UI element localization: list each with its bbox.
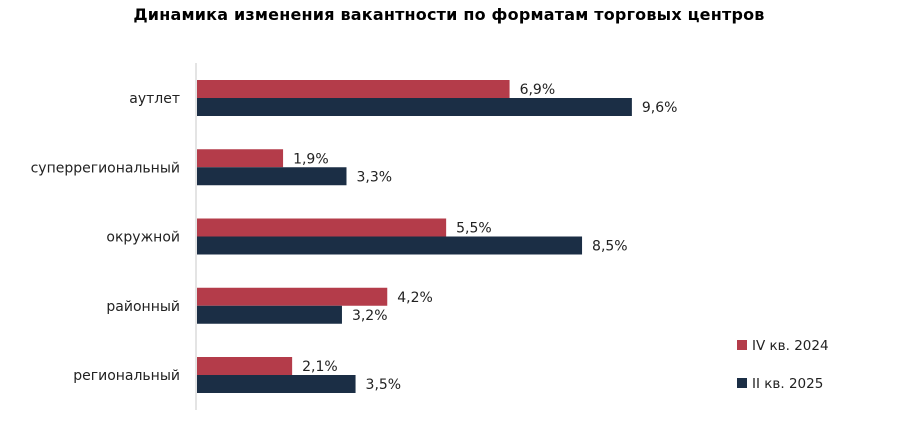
category-label: окружной <box>106 230 180 246</box>
data-label: 1,9% <box>293 151 329 167</box>
bar-iv-2024 <box>197 218 447 237</box>
data-label: 9,6% <box>642 100 678 116</box>
bars <box>197 80 632 393</box>
category-label: районный <box>106 299 180 315</box>
category-label: суперрегиональный <box>31 160 180 176</box>
bar-iv-2024 <box>197 149 284 168</box>
legend-swatch <box>737 340 747 350</box>
data-label: 3,3% <box>356 169 392 185</box>
legend-swatch <box>737 378 747 388</box>
bar-ii-2025 <box>197 98 632 116</box>
value-labels: 6,9% 9,6% 1,9% 3,3% 5,5% 8,5% 4,2% 3,2% 2,1% 3,5% <box>293 82 677 393</box>
data-label: 3,5% <box>366 377 402 393</box>
legend-label: IV кв. 2024 <box>752 338 829 354</box>
data-label: 2,1% <box>302 359 338 375</box>
data-label: 4,2% <box>397 290 433 306</box>
legend: IV кв. 2024 II кв. 2025 <box>737 338 829 392</box>
data-label: 6,9% <box>520 82 556 98</box>
category-label: региональный <box>73 368 180 384</box>
chart-title: Динамика изменения вакантности по формат… <box>133 5 765 24</box>
category-labels: аутлет суперрегиональный окружной районный р… <box>31 91 180 384</box>
bar-iv-2024 <box>197 287 388 306</box>
data-label: 5,5% <box>456 221 492 237</box>
bar-ii-2025 <box>197 167 347 186</box>
legend-label: II кв. 2025 <box>752 376 823 392</box>
bar-iv-2024 <box>197 80 510 98</box>
data-label: 8,5% <box>592 239 628 255</box>
data-label: 3,2% <box>352 308 388 324</box>
bar-ii-2025 <box>197 305 342 324</box>
bar-ii-2025 <box>197 375 356 393</box>
category-label: аутлет <box>129 91 180 107</box>
bar-ii-2025 <box>197 236 583 255</box>
bar-iv-2024 <box>197 357 293 375</box>
